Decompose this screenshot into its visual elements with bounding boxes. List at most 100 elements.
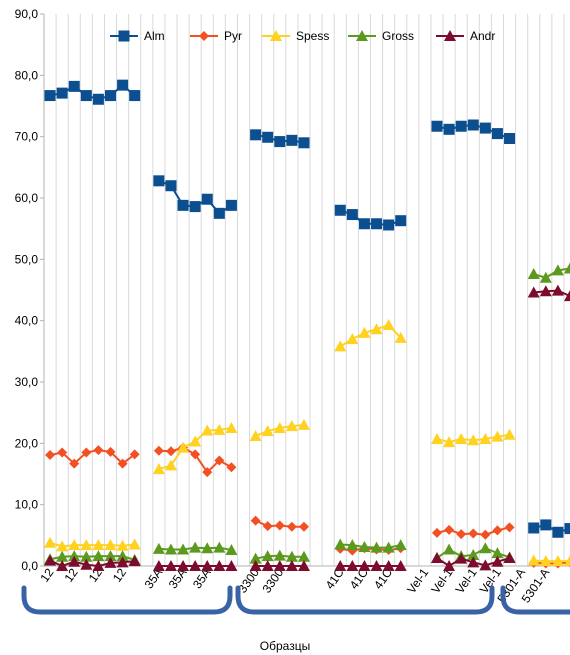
data-point [116, 539, 129, 551]
data-point [261, 425, 274, 437]
y-tick-label: 10,0 [15, 498, 39, 512]
data-point [286, 521, 297, 532]
legend-label: Pyr [224, 29, 242, 43]
data-point [177, 543, 190, 555]
data-point [431, 120, 443, 132]
data-point [539, 555, 552, 567]
data-point [564, 262, 570, 274]
data-point [261, 560, 274, 571]
data-point [334, 340, 347, 352]
legend-item-pyr: Pyr [190, 29, 242, 43]
data-point [468, 528, 479, 539]
data-point [213, 423, 226, 435]
data-point [129, 90, 141, 102]
data-point [226, 462, 237, 473]
series-line [533, 559, 570, 563]
data-point [394, 539, 407, 551]
data-point [262, 521, 273, 532]
data-point [68, 550, 81, 562]
data-point [564, 555, 570, 567]
data-point [262, 131, 274, 143]
data-point [443, 123, 455, 135]
data-point [528, 522, 540, 534]
data-point [431, 527, 442, 538]
data-point [297, 560, 310, 571]
data-point [503, 552, 516, 564]
data-point [273, 549, 286, 561]
legend-item-alm: Alm [110, 29, 165, 43]
data-point [479, 559, 492, 571]
data-point [456, 529, 467, 540]
data-point [116, 556, 129, 568]
data-point [443, 543, 456, 555]
data-point [285, 550, 298, 562]
y-tick-label: 0,0 [21, 559, 38, 573]
legend-marker [356, 30, 368, 41]
data-point [165, 446, 176, 457]
data-point [527, 268, 540, 280]
data-point [334, 560, 347, 571]
data-point [92, 93, 104, 105]
data-point [177, 199, 189, 211]
data-point [189, 560, 202, 571]
data-point [261, 550, 274, 562]
data-point [189, 201, 201, 213]
data-point [128, 555, 141, 567]
series-line [533, 561, 570, 565]
series-pyr [45, 442, 570, 569]
x-tick-label: 12 [110, 565, 129, 584]
data-point [213, 560, 226, 571]
data-point [443, 560, 456, 571]
y-tick-label: 80,0 [15, 68, 39, 82]
data-point [467, 548, 480, 560]
legend-marker [199, 31, 209, 41]
series-spess [44, 318, 570, 567]
data-point [56, 550, 69, 562]
y-tick-label: 30,0 [15, 375, 39, 389]
data-point [164, 459, 177, 471]
series-andr [44, 284, 570, 571]
data-point [430, 552, 443, 564]
data-point [105, 446, 116, 457]
legend-item-andr: Andr [436, 29, 495, 43]
y-tick-label: 20,0 [15, 436, 39, 450]
data-point [564, 523, 570, 535]
data-point [552, 526, 564, 538]
data-point [152, 463, 165, 475]
data-point [346, 539, 359, 551]
data-point [92, 550, 105, 562]
data-point [455, 120, 467, 132]
series-line [533, 523, 570, 534]
data-point [56, 87, 68, 99]
data-point [152, 560, 165, 571]
data-point [491, 128, 503, 140]
data-point [80, 90, 92, 102]
data-point [201, 193, 213, 205]
data-point [274, 136, 286, 148]
data-point [358, 326, 371, 338]
data-point [116, 550, 129, 562]
data-point [153, 175, 165, 187]
x-tick-label: Vel-1 [453, 565, 480, 596]
data-point [249, 429, 262, 441]
data-point [213, 541, 226, 553]
data-point [371, 218, 383, 230]
data-point [250, 129, 262, 141]
legend: Alm Pyr Spess Gross Andr [110, 29, 495, 43]
legend-item-spess: Spess [262, 29, 329, 43]
legend-marker [270, 30, 282, 41]
legend-marker [444, 30, 456, 41]
data-point [467, 434, 480, 446]
data-point [225, 544, 238, 556]
data-point [370, 541, 383, 553]
data-point [80, 558, 93, 570]
bracket-group-3 [500, 585, 570, 615]
data-point [68, 80, 80, 92]
data-point [45, 449, 56, 460]
data-point [177, 560, 190, 571]
series-gross [44, 262, 570, 565]
legend-label: Andr [470, 29, 495, 43]
data-point [104, 556, 117, 568]
data-point [346, 209, 358, 221]
x-tick-label: Vel-1 [404, 565, 431, 596]
